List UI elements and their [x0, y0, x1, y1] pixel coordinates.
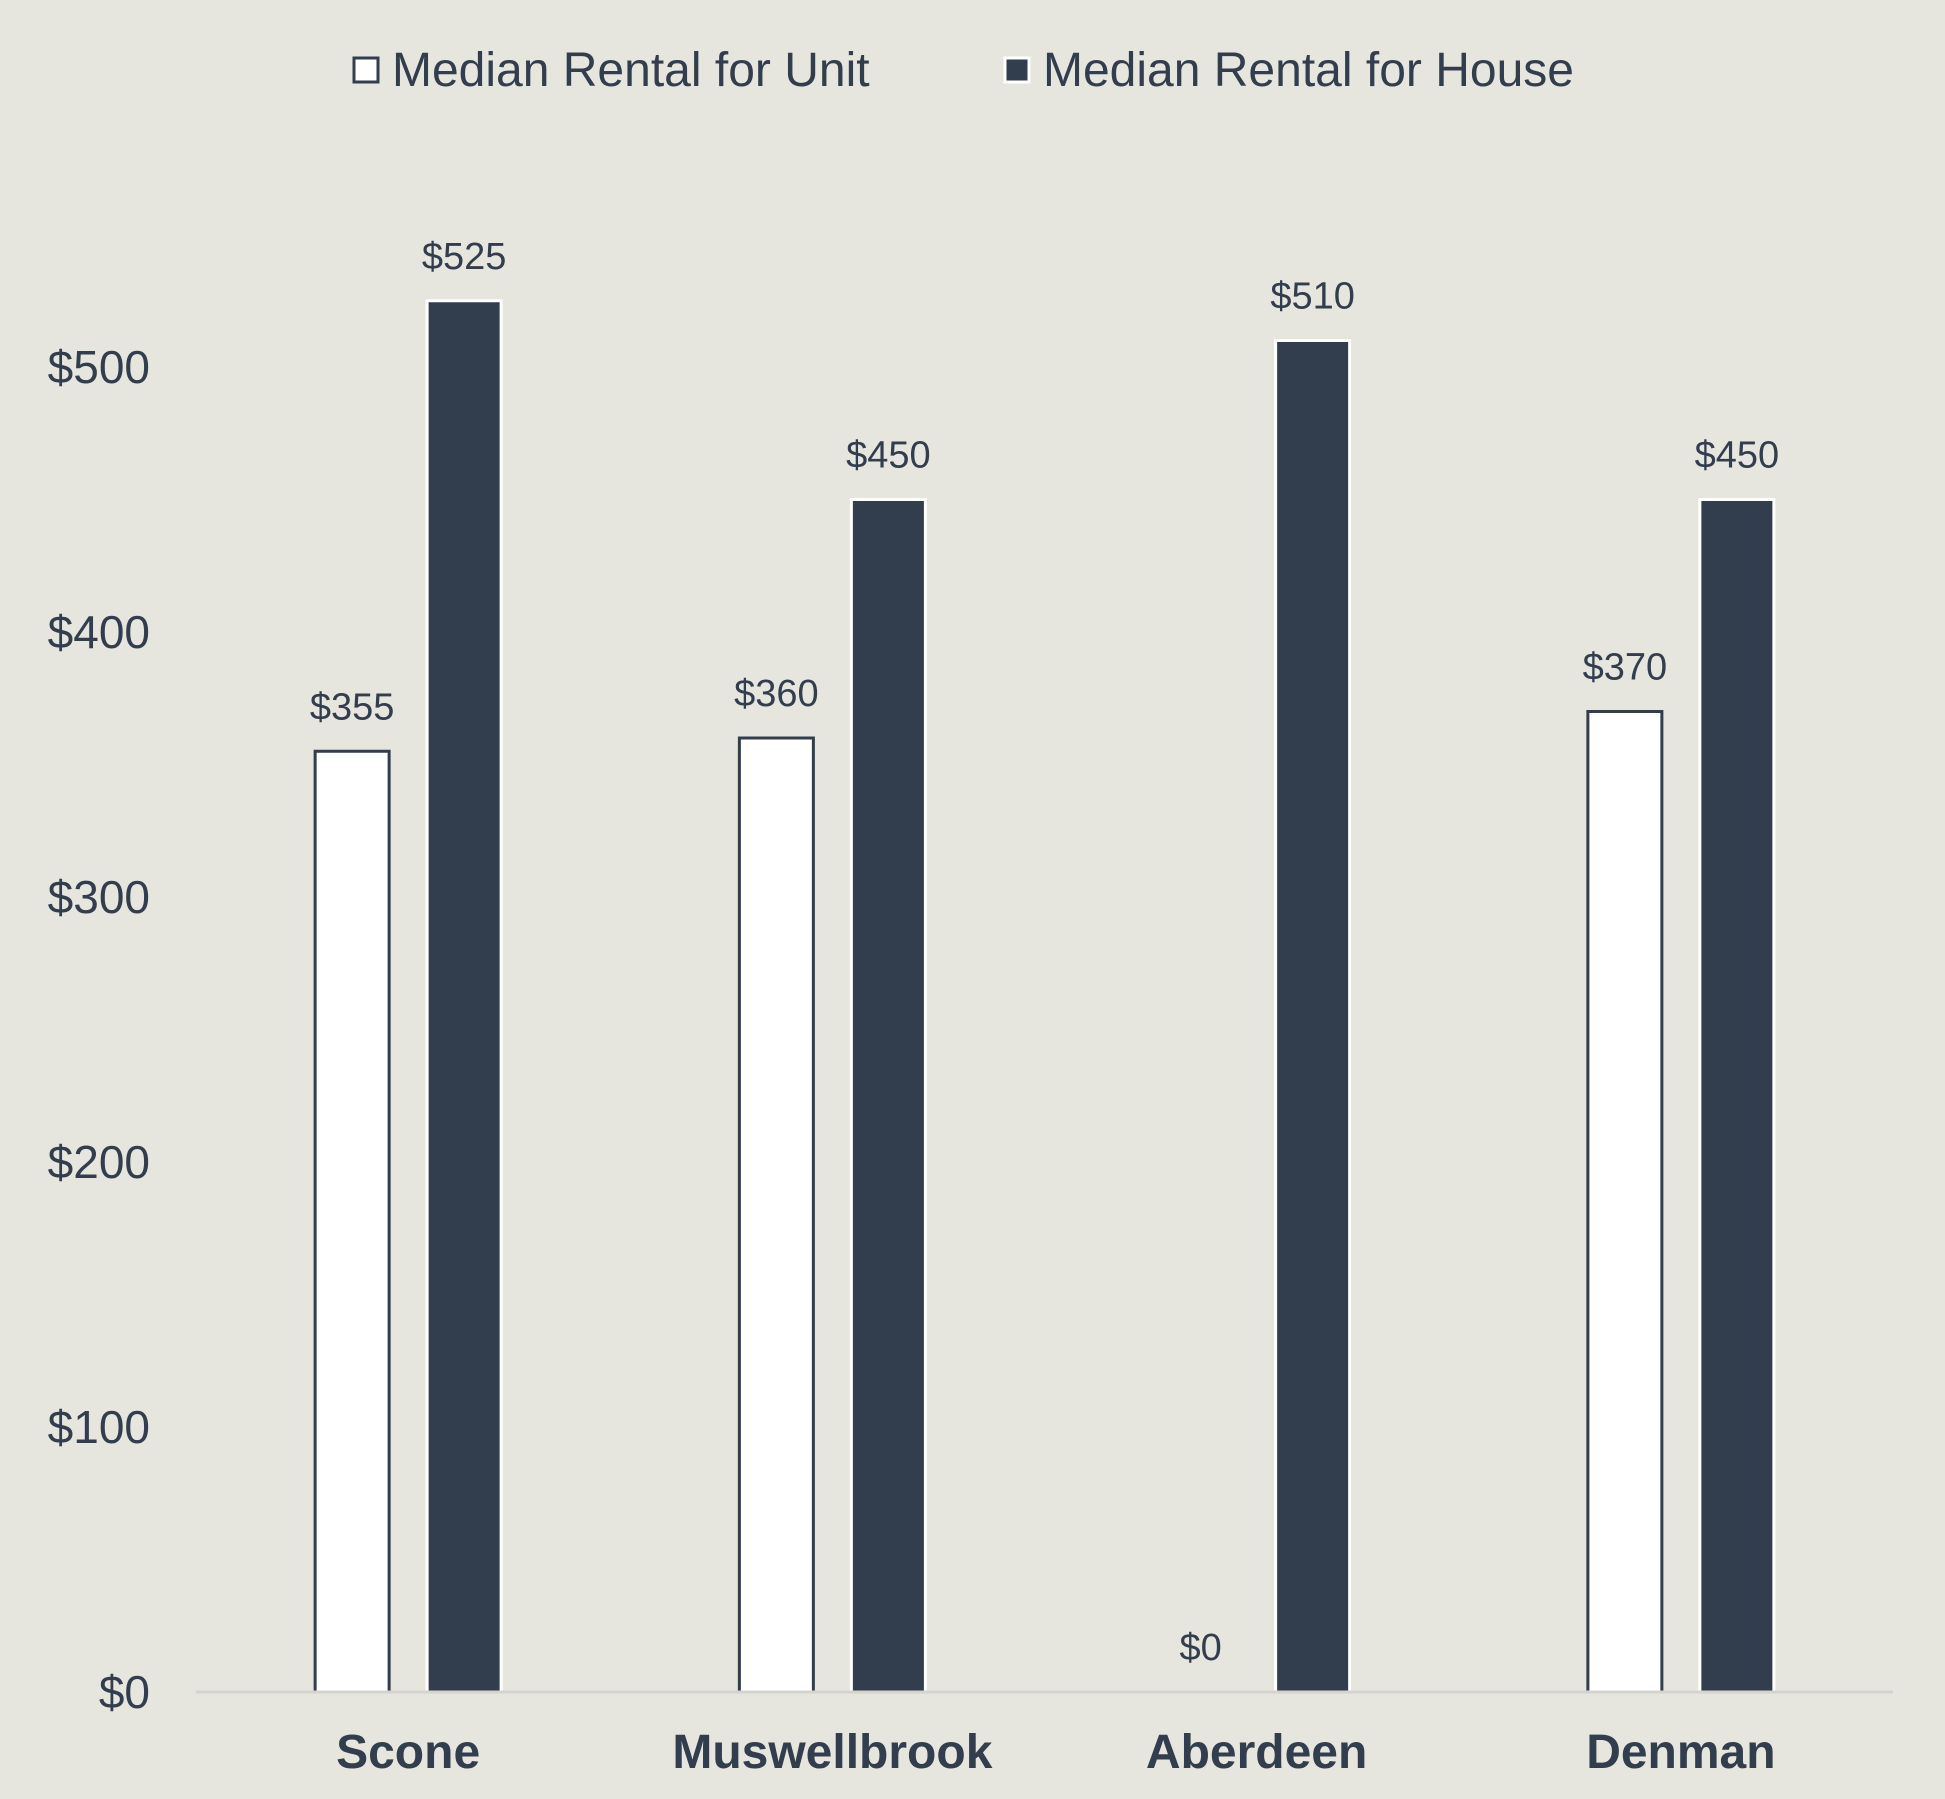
- data-label-unit: $0: [1179, 1627, 1221, 1669]
- y-axis: $0 $100 $200 $300 $400 $500: [48, 341, 150, 1718]
- x-axis: Scone Muswellbrook Aberdeen Denman: [336, 1726, 1775, 1779]
- legend-swatch-house: [1003, 56, 1031, 84]
- y-tick-label: $500: [48, 341, 150, 393]
- data-label-house: $450: [1695, 435, 1780, 477]
- data-labels: $355 $525 $360 $450 $0 $510 $370 $450: [310, 236, 1779, 1669]
- legend-swatch-unit: [352, 56, 380, 84]
- y-tick-label: $300: [48, 871, 150, 923]
- data-label-unit: $360: [734, 673, 819, 715]
- bar-house: [1274, 339, 1352, 1694]
- x-category-label: Muswellbrook: [672, 1726, 992, 1779]
- bars: [313, 299, 1776, 1694]
- legend-label-house: Median Rental for House: [1043, 44, 1574, 97]
- y-tick-label: $200: [48, 1136, 150, 1188]
- legend: Median Rental for Unit Median Rental for…: [352, 44, 1574, 97]
- y-tick-label: $400: [48, 606, 150, 658]
- x-category-label: Denman: [1586, 1726, 1775, 1779]
- y-tick-label: $0: [99, 1666, 150, 1718]
- data-label-house: $525: [422, 236, 507, 278]
- data-label-house: $510: [1270, 276, 1355, 318]
- bar-house: [1698, 498, 1776, 1694]
- bar-house: [425, 299, 503, 1694]
- y-tick-label: $100: [48, 1401, 150, 1453]
- data-label-unit: $370: [1583, 647, 1668, 689]
- legend-label-unit: Median Rental for Unit: [392, 44, 870, 97]
- x-category-label: Scone: [336, 1726, 480, 1779]
- bar-unit: [1586, 710, 1664, 1694]
- bar-unit: [737, 736, 815, 1694]
- x-category-label: Aberdeen: [1146, 1726, 1367, 1779]
- bar-unit: [313, 749, 391, 1694]
- bar-house: [849, 498, 927, 1694]
- data-label-house: $450: [846, 435, 931, 477]
- data-label-unit: $355: [310, 686, 395, 728]
